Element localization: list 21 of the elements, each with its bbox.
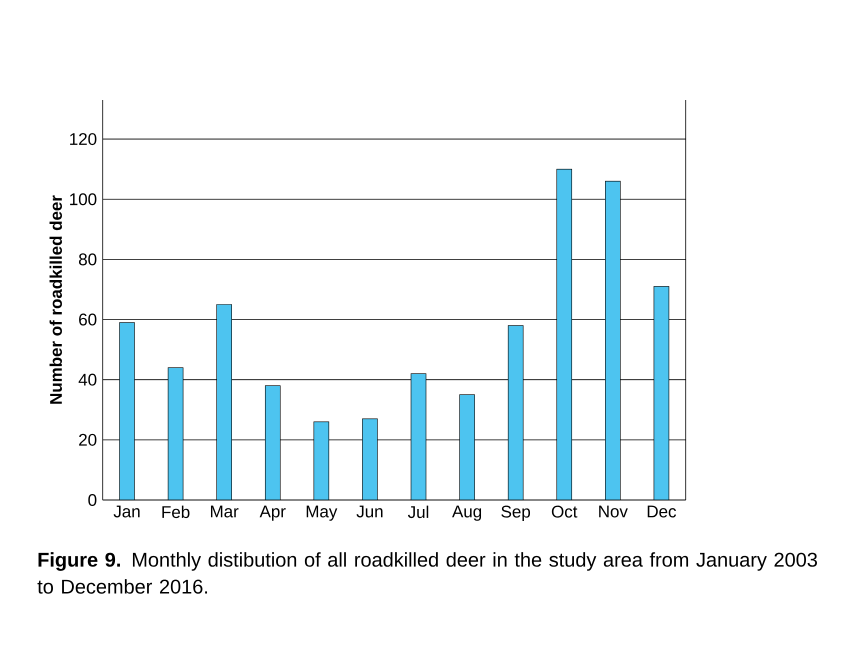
x-tick-label: Dec	[648, 506, 676, 518]
y-tick-label: 80	[78, 253, 96, 266]
y-tick-label: 40	[78, 374, 96, 386]
y-tick-label: 0	[88, 494, 96, 506]
y-tick-label: 20	[79, 434, 96, 446]
x-tick-label: Apr	[260, 506, 286, 521]
x-tick-label: Feb	[162, 506, 190, 518]
x-tick-label: Jun	[356, 506, 382, 518]
y-tick-label: 120	[70, 133, 96, 146]
x-tick-label: Sep	[501, 506, 530, 521]
y-axis-title: Number of roadkilled deer	[50, 195, 62, 404]
x-tick-label: Jan	[114, 506, 140, 518]
y-tick-label: 60	[79, 314, 96, 326]
x-tick-label: Jul	[408, 506, 428, 518]
x-tick-label: Oct	[552, 506, 578, 518]
x-tick-label: Nov	[599, 506, 628, 518]
x-tick-label: Aug	[452, 506, 482, 521]
x-tick-label: May	[306, 506, 338, 521]
text: Figure 9. Monthly distibution of all roadkilled deer in the study area from January 2003 to December 2016.	[38, 552, 817, 594]
x-tick-label: Mar	[210, 506, 238, 518]
y-tick-label: 100	[70, 193, 96, 206]
